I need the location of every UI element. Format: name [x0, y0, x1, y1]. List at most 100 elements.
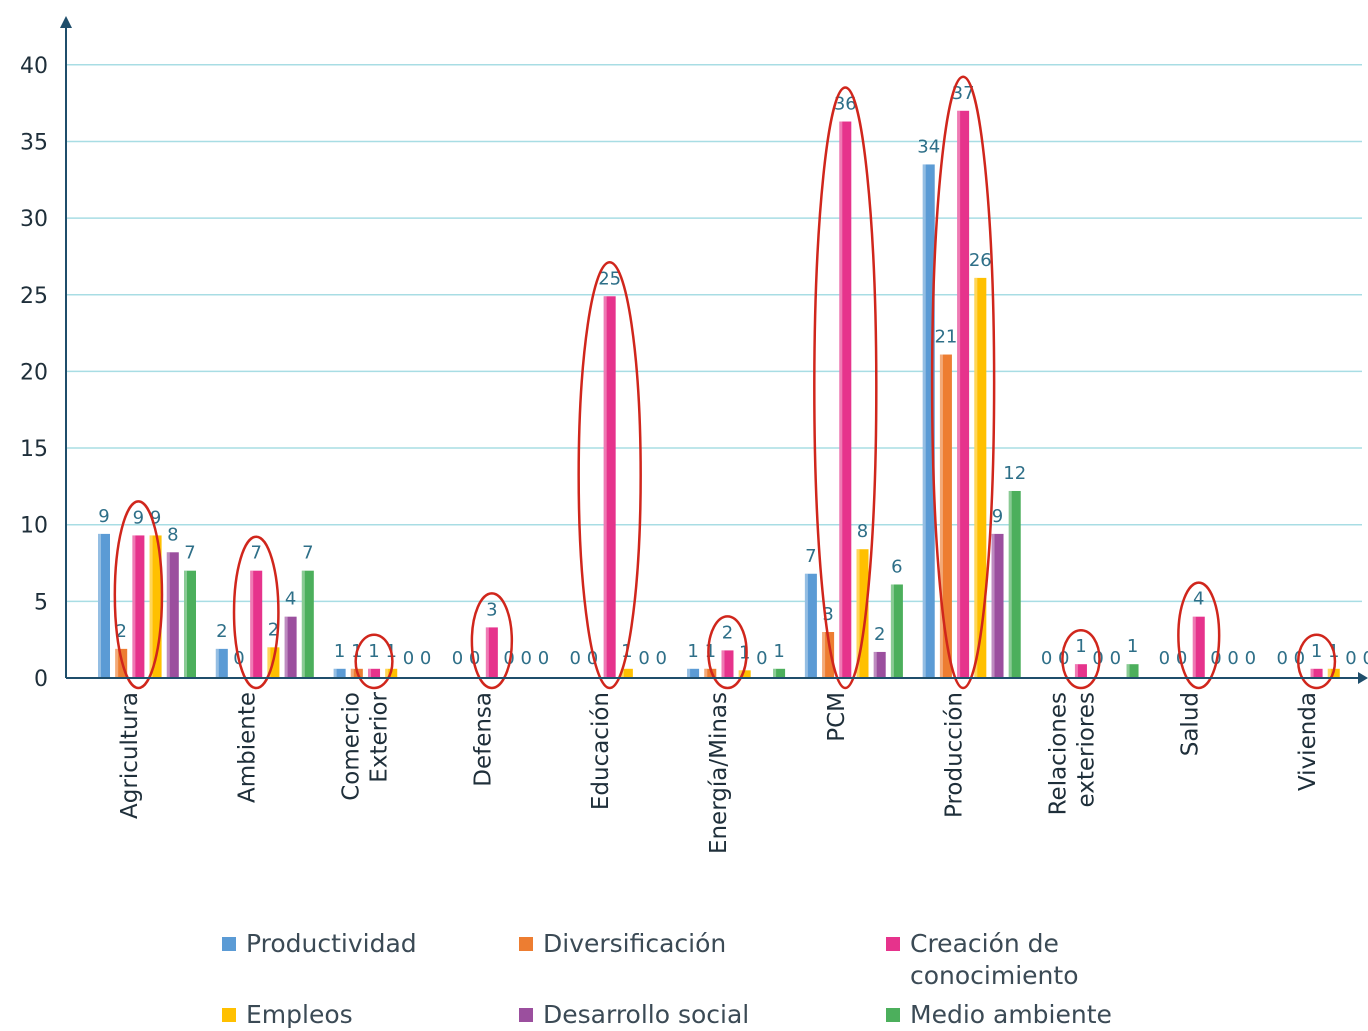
- x-tick-label: Ambiente: [235, 692, 261, 803]
- bar-highlight: [350, 668, 354, 678]
- bar-highlight: [804, 573, 808, 678]
- highlight-ellipse: [1061, 628, 1101, 690]
- y-axis-arrow: [60, 16, 72, 28]
- x-tick-label-line: exteriores: [1073, 692, 1099, 808]
- bar-highlight: [721, 650, 725, 678]
- bar-highlight: [873, 651, 877, 678]
- bar: [1126, 664, 1139, 678]
- highlight-ellipse: [577, 261, 642, 690]
- bar: [922, 164, 935, 678]
- data-label: 1: [1075, 636, 1086, 657]
- bar: [1310, 668, 1323, 678]
- bar: [284, 616, 297, 678]
- bar-highlight: [839, 121, 843, 679]
- data-label: 0: [1159, 648, 1170, 669]
- bar: [1008, 490, 1021, 678]
- data-label: 9: [98, 506, 109, 527]
- data-label: 0: [469, 648, 480, 669]
- bar-highlight: [890, 584, 894, 678]
- bar-highlight: [1126, 664, 1130, 678]
- data-label: 0: [587, 648, 598, 669]
- data-label: 0: [1362, 648, 1368, 669]
- x-tick-label: Producción: [942, 692, 968, 818]
- highlight-ellipse: [232, 535, 280, 690]
- bar-highlight: [1074, 664, 1078, 678]
- bar: [250, 570, 263, 678]
- data-label: 0: [1110, 648, 1121, 669]
- data-label: 37: [952, 83, 975, 104]
- highlight-ellipse: [1177, 581, 1221, 690]
- data-label: 0: [452, 648, 463, 669]
- data-label: 1: [334, 641, 345, 662]
- data-label: 0: [503, 648, 514, 669]
- data-label: 4: [1193, 589, 1204, 610]
- x-tick-label-line: Salud: [1177, 692, 1203, 756]
- data-label: 34: [917, 136, 940, 157]
- bar-highlight: [368, 668, 372, 678]
- highlight-ellipse: [813, 86, 878, 690]
- data-label: 0: [1245, 648, 1256, 669]
- x-tick-label-line: Vivienda: [1295, 692, 1321, 791]
- bar: [890, 584, 903, 678]
- y-tick-label: 35: [20, 130, 48, 155]
- data-label: 1: [1311, 641, 1322, 662]
- x-axis-arrow: [1358, 672, 1368, 684]
- bar-highlight: [284, 616, 288, 678]
- x-tick-label: Energía/Minas: [706, 692, 732, 854]
- data-label: 36: [834, 94, 857, 115]
- x-tick-label-line: Educación: [588, 692, 614, 810]
- bar-highlight: [704, 668, 708, 678]
- bar: [839, 121, 852, 679]
- bar: [822, 632, 835, 678]
- bar: [991, 533, 1004, 678]
- bar: [184, 570, 196, 678]
- bar: [301, 570, 314, 678]
- data-label: 6: [891, 556, 902, 577]
- bar: [773, 668, 786, 678]
- data-label: 9: [150, 507, 161, 528]
- data-label: 0: [1058, 648, 1069, 669]
- data-label: 8: [167, 524, 178, 545]
- bar-highlight: [1008, 490, 1012, 678]
- data-label: 2: [115, 621, 126, 642]
- data-label: 21: [934, 327, 957, 348]
- bar: [603, 296, 616, 678]
- bar-highlight: [215, 648, 219, 678]
- bar-highlight: [957, 110, 961, 679]
- grid-lines: [66, 64, 1362, 603]
- data-label: 8: [857, 521, 868, 542]
- x-tick-label: Educación: [588, 692, 614, 810]
- x-tick-label: Vivienda: [1295, 692, 1321, 791]
- data-label: 1: [687, 641, 698, 662]
- bar-highlight: [250, 570, 254, 678]
- bar-highlight: [773, 668, 777, 678]
- x-tick-label-line: PCM: [824, 692, 850, 742]
- x-tick-label: PCM: [824, 692, 850, 742]
- data-label: 9: [992, 506, 1003, 527]
- data-label: 0: [403, 648, 414, 669]
- bar-highlight: [1327, 668, 1331, 678]
- highlight-ellipse: [1296, 633, 1337, 690]
- bar: [368, 668, 381, 678]
- x-tick-label: Defensa: [470, 692, 496, 787]
- x-tick-label: Salud: [1177, 692, 1203, 756]
- bar-highlight: [267, 647, 271, 678]
- highlight-ellipse: [113, 500, 164, 690]
- highlight-ellipse: [930, 75, 996, 690]
- bar: [873, 651, 886, 678]
- y-tick-label: 15: [20, 437, 48, 462]
- y-tick-label: 20: [20, 360, 48, 385]
- bar: [132, 535, 145, 678]
- data-label: 7: [805, 546, 816, 567]
- data-label: 2: [874, 624, 885, 645]
- data-label: 1: [739, 642, 750, 663]
- data-label: 7: [184, 543, 195, 564]
- bar-highlight: [991, 533, 995, 678]
- highlight-ellipse: [354, 633, 394, 690]
- data-label: 4: [285, 589, 296, 610]
- bar: [939, 354, 952, 678]
- x-tick-label: Comercio Exterior: [339, 691, 393, 800]
- data-label: 9: [133, 507, 144, 528]
